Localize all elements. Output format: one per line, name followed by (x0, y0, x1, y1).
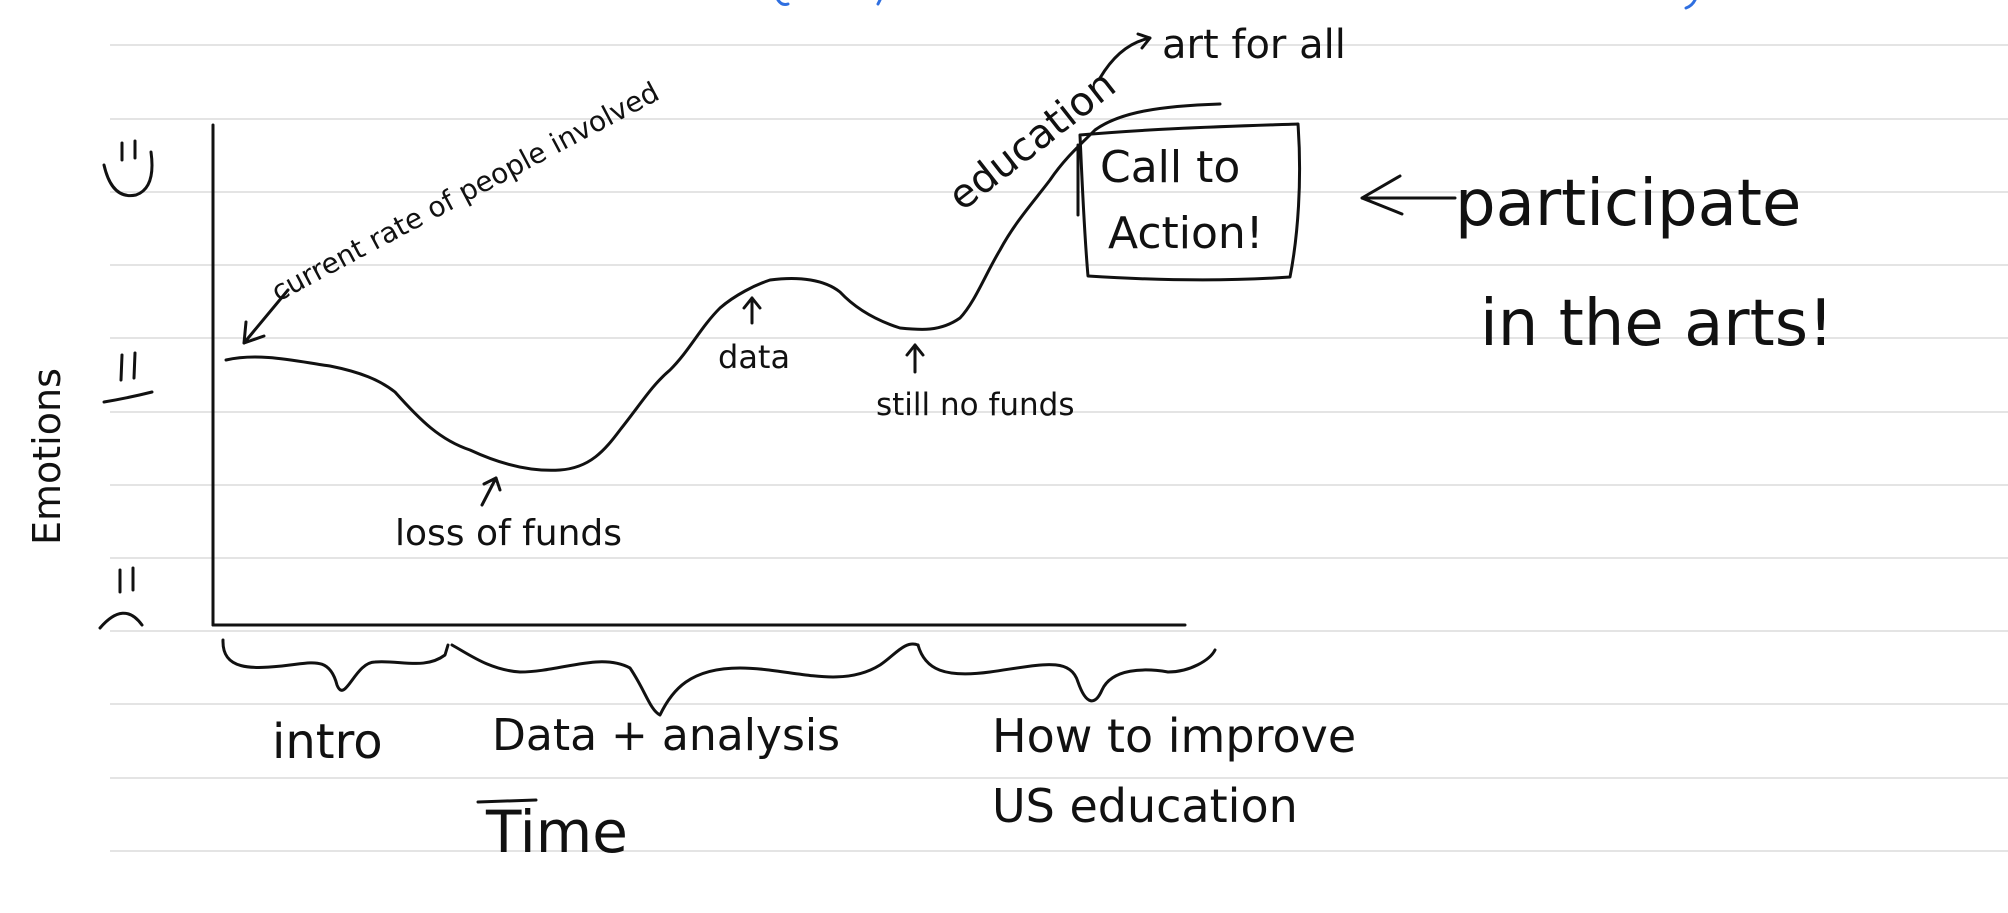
frowning-face-icon (98, 566, 144, 630)
section-label-improve-education: How to improve US education (992, 709, 1371, 833)
data-analysis-brace (450, 642, 920, 717)
participate-note: participate in the arts! (1455, 167, 1834, 361)
participate-note-line-2: in the arts! (1480, 287, 1834, 361)
x-axis-label: Time (485, 798, 628, 866)
notebook-ruled-lines (110, 44, 2008, 852)
section-label-data-analysis: Data + analysis (492, 710, 840, 761)
improve-education-brace (916, 643, 1217, 703)
dip-arrow (480, 476, 502, 507)
call-to-action-text: Call to Action! (1100, 142, 1263, 259)
data-annotation: data (718, 338, 790, 376)
art-for-all-annotation: art for all (1162, 22, 1346, 68)
section-braces (221, 638, 1217, 717)
emotion-curve (224, 102, 1222, 472)
dip-annotation: loss of funds (395, 513, 622, 554)
x-axis-label-underline-stroke (476, 798, 538, 804)
intro-brace (221, 638, 450, 692)
valley-annotation: still no funds (876, 387, 1075, 423)
call-to-action-box: Call to Action! (1076, 122, 1302, 282)
smiley-face-icon (102, 139, 154, 198)
call-to-action-line-1: Call to (1100, 142, 1240, 193)
y-axis-label: Emotions (25, 368, 69, 545)
participate-arrow (1360, 174, 1457, 216)
cropped-blue-heading-strokes (776, 0, 1697, 10)
education-annotation: education (940, 61, 1125, 219)
chart-axes (211, 123, 1187, 627)
section-label-intro: intro (272, 714, 383, 770)
call-to-action-line-2: Action! (1108, 208, 1263, 259)
art-for-all-arrow (1098, 32, 1152, 80)
participate-note-line-1: participate (1455, 167, 1801, 241)
improve-education-line-1: How to improve (992, 709, 1356, 763)
improve-education-line-2: US education (992, 779, 1298, 833)
start-arrow (242, 288, 290, 345)
neutral-face-icon (102, 351, 154, 404)
valley-arrow (905, 343, 925, 374)
data-arrow (742, 296, 762, 325)
